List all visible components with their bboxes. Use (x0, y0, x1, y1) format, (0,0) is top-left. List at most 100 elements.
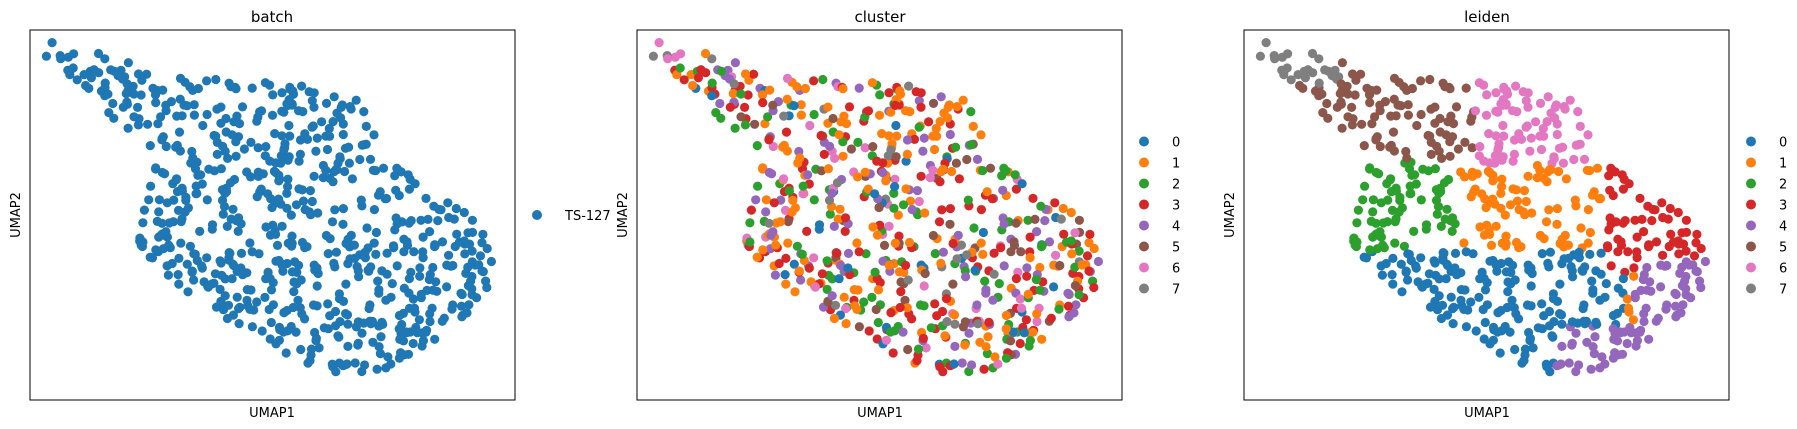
scatter-point (987, 194, 997, 204)
scatter-point (359, 107, 369, 117)
scatter-point (1314, 54, 1324, 64)
scatter-point (322, 144, 333, 155)
scatter-point (1375, 141, 1385, 152)
scatter-point (921, 343, 931, 353)
scatter-point (464, 300, 474, 310)
scatter-point (950, 341, 960, 351)
scatter-point (913, 344, 924, 354)
scatter-point (387, 279, 397, 289)
scatter-point (768, 141, 778, 152)
scatter-point (277, 131, 287, 141)
scatter-point (333, 331, 343, 341)
scatter-point (964, 328, 974, 338)
scatter-point (1586, 364, 1596, 374)
scatter-point (279, 107, 289, 117)
scatter-point (428, 285, 438, 295)
scatter-point (162, 198, 172, 208)
scatter-point (1417, 282, 1427, 292)
scatter-point (962, 154, 972, 165)
legend: 0 1 2 3 4 5 6 7 (1746, 136, 1787, 298)
scatter-point (957, 358, 967, 368)
scatter-point (768, 227, 778, 237)
scatter-point (378, 163, 389, 173)
scatter-point (256, 106, 267, 116)
scatter-point (1035, 262, 1045, 273)
scatter-point (1432, 209, 1442, 219)
scatter-point (297, 237, 308, 248)
scatter-point (1618, 274, 1628, 284)
scatter-point (247, 83, 257, 93)
scatter-point (792, 241, 803, 251)
scatter-point (945, 129, 955, 140)
scatter-point (1498, 120, 1508, 131)
scatter-point (871, 304, 881, 315)
scatter-point (1573, 107, 1583, 117)
scatter-point (274, 335, 284, 345)
scatter-point (928, 98, 939, 108)
scatter-point (1600, 359, 1610, 369)
scatter-point (343, 319, 353, 329)
scatter-point (430, 334, 440, 344)
scatter-point (418, 336, 428, 346)
scatter-point (798, 181, 808, 191)
scatter-point (919, 301, 929, 311)
scatter-point (314, 343, 324, 353)
scatter-point (449, 214, 459, 224)
scatter-point (1658, 250, 1668, 260)
scatter-point (824, 195, 835, 205)
scatter-point (970, 265, 980, 275)
scatter-point (1585, 249, 1595, 259)
scatter-point (277, 88, 287, 98)
scatter-point (928, 230, 939, 241)
scatter-point (174, 127, 185, 137)
scatter-point (945, 219, 955, 229)
scatter-point (889, 188, 899, 198)
scatter-point (1025, 232, 1035, 242)
scatter-point (1548, 294, 1559, 304)
scatter-point (247, 322, 257, 332)
scatter-point (1547, 331, 1557, 341)
scatter-point (746, 205, 757, 215)
scatter-point (1531, 117, 1541, 127)
scatter-point (1055, 260, 1065, 271)
scatter-point (176, 217, 186, 227)
scatter-point (463, 281, 473, 291)
scatter-point (783, 217, 793, 227)
scatter-point (1557, 341, 1567, 351)
scatter-point (1497, 100, 1507, 110)
scatter-point (191, 181, 201, 191)
scatter-point (1396, 259, 1406, 269)
scatter-point (823, 164, 834, 174)
scatter-point (68, 63, 78, 73)
scatter-point (1537, 299, 1547, 309)
scatter-point (1482, 90, 1492, 100)
legend-label: 5 (1172, 241, 1180, 256)
scatter-point (220, 291, 230, 301)
scatter-point (951, 158, 962, 168)
scatter-point (1439, 248, 1449, 258)
scatter-point (209, 166, 220, 176)
scatter-point (781, 127, 792, 137)
scatter-point (257, 326, 267, 336)
scatter-point (281, 348, 291, 358)
scatter-point (309, 171, 319, 181)
scatter-point (1335, 89, 1345, 99)
scatter-point (990, 352, 1000, 362)
scatter-point (336, 102, 346, 112)
scatter-point (415, 271, 425, 281)
scatter-point (973, 319, 983, 329)
scatter-point (408, 338, 418, 349)
scatter-point (121, 89, 131, 99)
scatter-point (1359, 141, 1369, 151)
scatter-point (914, 196, 924, 207)
scatter-point (1437, 300, 1448, 310)
scatter-point (1467, 143, 1477, 153)
scatter-point (279, 145, 289, 155)
scatter-point (874, 202, 884, 213)
scatter-point (118, 102, 128, 112)
scatter-point (1074, 290, 1084, 300)
scatter-point (886, 145, 896, 155)
scatter-point (1448, 319, 1458, 329)
scatter-point (736, 89, 746, 99)
scatter-point (1074, 215, 1084, 225)
